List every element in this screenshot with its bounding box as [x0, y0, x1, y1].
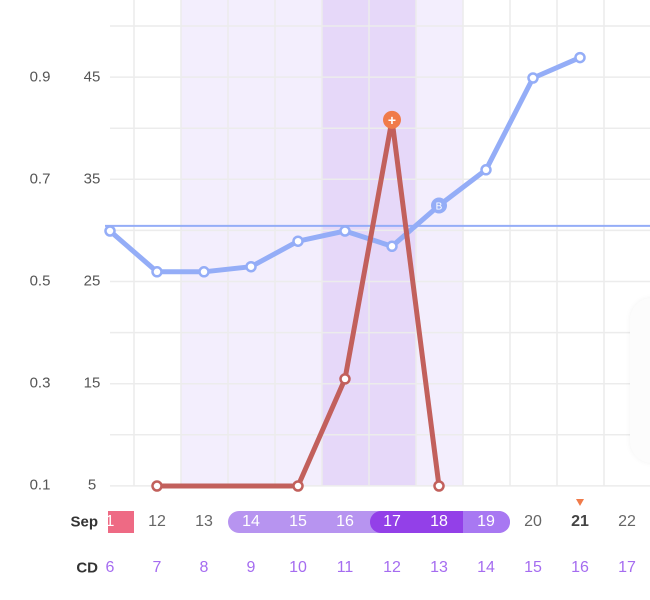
left-axis-tick: 0.3	[29, 374, 51, 392]
right-axis-tick: 35	[83, 170, 101, 188]
peak-pill	[370, 511, 463, 533]
cycle-day-cell[interactable]: 16	[571, 559, 589, 576]
date-cell[interactable]: 18	[430, 513, 448, 530]
data-point	[339, 225, 351, 237]
data-point	[433, 480, 445, 492]
cycle-day-cell[interactable]: 12	[383, 559, 401, 576]
data-point	[339, 373, 351, 385]
right-axis-tick: 25	[83, 272, 101, 290]
cycle-day-cell[interactable]: 13	[430, 559, 448, 576]
peak-pill-join	[450, 511, 463, 533]
left-axis-tick: 0.5	[29, 272, 51, 290]
marker-b-label: B	[436, 202, 443, 213]
cycle-day-cell[interactable]: 10	[289, 559, 307, 576]
date-cell[interactable]: 13	[195, 513, 213, 530]
side-panel[interactable]	[630, 298, 650, 463]
cycle-day-cell[interactable]: 6	[105, 559, 115, 576]
data-point	[527, 72, 539, 84]
data-point	[386, 240, 398, 253]
left-axis-tick: 0.1	[29, 476, 51, 494]
date-cell[interactable]: 21	[571, 513, 589, 530]
right-axis-tick: 45	[83, 68, 101, 86]
cycle-day-cell[interactable]: 17	[618, 559, 636, 576]
left-axis-tick: 0.9	[29, 68, 51, 86]
cycle-day-cell[interactable]: 8	[199, 559, 209, 576]
period-box	[108, 511, 134, 533]
data-point	[104, 225, 116, 237]
cycle-day-cell[interactable]: 15	[524, 559, 542, 576]
peak-marker	[383, 110, 401, 129]
date-cell[interactable]: 22	[618, 513, 636, 530]
date-cell[interactable]: 14	[242, 513, 260, 530]
date-cell[interactable]: 15	[289, 513, 307, 530]
right-axis-tick: 15	[83, 374, 101, 392]
data-point	[292, 235, 304, 247]
date-cell[interactable]: 20	[524, 513, 542, 530]
cycle-day-cell[interactable]: 7	[152, 559, 162, 576]
date-cell[interactable]: 16	[336, 513, 354, 530]
date-cell[interactable]: 19	[477, 513, 495, 530]
date-cell[interactable]: 12	[148, 513, 166, 530]
today-marker-icon	[576, 499, 584, 506]
marker-b	[431, 197, 447, 214]
date-cell[interactable]: 1	[105, 513, 115, 530]
data-point	[151, 266, 163, 278]
peak-marker-symbol: +	[388, 112, 396, 128]
right-axis-tick: 5	[87, 476, 97, 494]
cycle-day-cell[interactable]: 14	[477, 559, 495, 576]
data-point	[574, 51, 586, 64]
data-point	[480, 164, 492, 176]
data-point	[245, 260, 257, 273]
cycle-day-cell[interactable]: 9	[246, 559, 256, 576]
cd-label: CD	[76, 559, 98, 577]
data-point	[198, 266, 210, 278]
left-axis-tick: 0.7	[29, 170, 51, 188]
data-point	[292, 480, 304, 492]
date-cell[interactable]: 17	[383, 513, 401, 530]
month-label: Sep	[70, 513, 98, 531]
data-point	[151, 480, 163, 492]
cycle-day-cell[interactable]: 11	[336, 559, 354, 576]
